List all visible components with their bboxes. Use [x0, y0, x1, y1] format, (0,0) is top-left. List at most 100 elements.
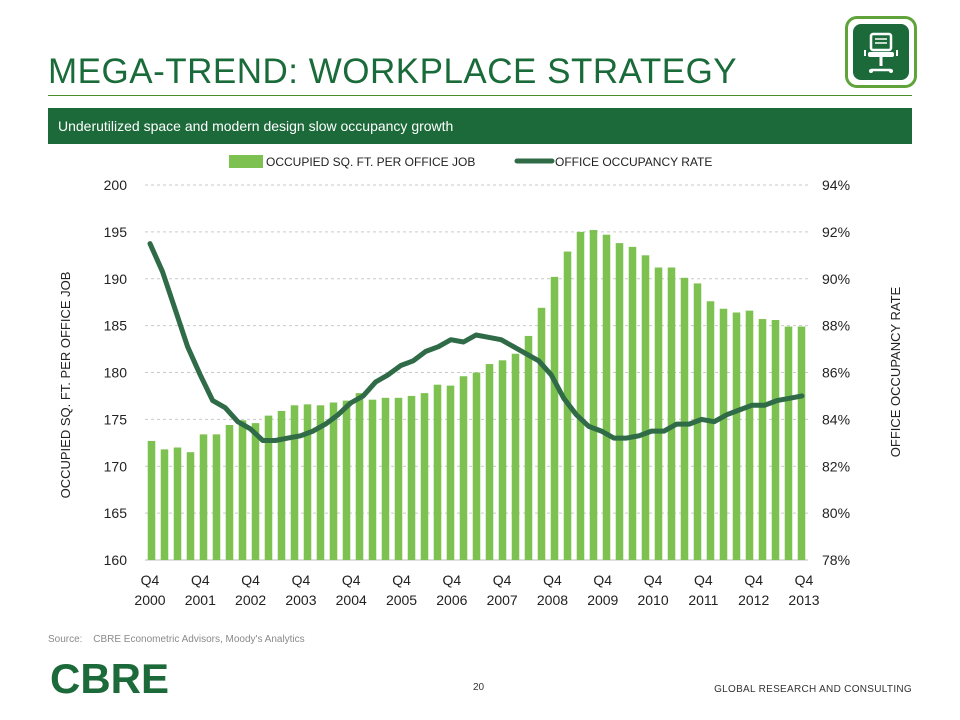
bar — [420, 393, 429, 560]
y2-tick-label: 90% — [822, 271, 850, 287]
y-tick-label: 170 — [104, 458, 128, 474]
bar — [212, 434, 221, 560]
bar — [368, 399, 377, 560]
source-text: CBRE Econometric Advisors, Moody's Analy… — [93, 634, 305, 645]
y2-tick-label: 84% — [822, 411, 850, 427]
bar — [797, 326, 806, 560]
bar — [576, 231, 585, 560]
y2-tick-label: 82% — [822, 458, 850, 474]
bar — [407, 395, 416, 560]
bar — [719, 308, 728, 560]
y2-tick-label: 92% — [822, 224, 850, 240]
x-tick-year: 2008 — [537, 592, 568, 608]
x-tick-year: 2006 — [436, 592, 467, 608]
source-label: Source: — [48, 634, 83, 645]
legend-bar-swatch — [229, 155, 263, 168]
y-tick-label: 195 — [104, 224, 128, 240]
bar — [498, 360, 507, 560]
bar — [316, 405, 325, 560]
bar — [303, 404, 312, 560]
y-tick-label: 175 — [104, 411, 128, 427]
x-tick-quarter: Q4 — [744, 572, 763, 588]
x-tick-year: 2009 — [587, 592, 618, 608]
bar — [251, 423, 260, 560]
x-tick-quarter: Q4 — [141, 572, 160, 588]
y2-tick-label: 80% — [822, 505, 850, 521]
bar — [277, 410, 286, 560]
legend-bar-label: OCCUPIED SQ. FT. PER OFFICE JOB — [266, 155, 475, 169]
bar — [745, 310, 754, 560]
page-number: 20 — [473, 682, 485, 693]
legend-line-label: OFFICE OCCUPANCY RATE — [555, 155, 712, 169]
bar — [589, 230, 598, 560]
x-tick-year: 2010 — [637, 592, 668, 608]
bar — [784, 326, 793, 560]
y2-tick-label: 94% — [822, 177, 850, 193]
x-tick-year: 2012 — [738, 592, 769, 608]
x-tick-quarter: Q4 — [443, 572, 462, 588]
cbre-logo: CBRE — [50, 655, 170, 702]
x-tick-year: 2000 — [134, 592, 165, 608]
x-tick-quarter: Q4 — [392, 572, 411, 588]
x-tick-year: 2004 — [336, 592, 367, 608]
bar — [355, 393, 364, 560]
x-tick-quarter: Q4 — [493, 572, 512, 588]
x-tick-quarter: Q4 — [593, 572, 612, 588]
bar — [472, 372, 481, 560]
page-title: MEGA-TREND: WORKPLACE STRATEGY — [48, 52, 738, 91]
bar — [602, 234, 611, 560]
x-tick-quarter: Q4 — [191, 572, 210, 588]
bar — [680, 277, 689, 560]
y-tick-label: 160 — [104, 552, 128, 568]
bar — [446, 385, 455, 560]
bar — [628, 246, 637, 560]
x-tick-quarter: Q4 — [644, 572, 663, 588]
y-tick-label: 190 — [104, 271, 128, 287]
y-tick-label: 165 — [104, 505, 128, 521]
bar — [186, 452, 195, 560]
subtitle-banner: Underutilized space and modern design sl… — [48, 108, 912, 144]
bar — [173, 447, 182, 560]
bar — [654, 267, 663, 560]
bar — [329, 402, 338, 560]
x-tick-year: 2013 — [788, 592, 819, 608]
bar — [524, 335, 533, 560]
x-tick-quarter: Q4 — [694, 572, 713, 588]
bar — [238, 420, 247, 560]
y-tick-label: 180 — [104, 365, 128, 381]
source-note: Source: CBRE Econometric Advisors, Moody… — [48, 634, 305, 645]
bar — [264, 415, 273, 560]
x-tick-year: 2001 — [185, 592, 216, 608]
x-tick-quarter: Q4 — [795, 572, 814, 588]
y2-tick-label: 88% — [822, 318, 850, 334]
bar — [433, 384, 442, 560]
y2-tick-label: 86% — [822, 365, 850, 381]
bar — [758, 319, 767, 560]
y2-tick-label: 78% — [822, 552, 850, 568]
footer-label: GLOBAL RESEARCH AND CONSULTING — [714, 684, 912, 695]
x-tick-year: 2002 — [235, 592, 266, 608]
x-tick-year: 2007 — [487, 592, 518, 608]
y2-axis-title: OFFICE OCCUPANCY RATE — [888, 286, 903, 457]
bar — [160, 449, 169, 560]
y-tick-label: 185 — [104, 318, 128, 334]
x-tick-quarter: Q4 — [241, 572, 260, 588]
x-tick-quarter: Q4 — [342, 572, 361, 588]
title-divider — [48, 95, 912, 96]
bar — [641, 255, 650, 560]
x-tick-year: 2003 — [285, 592, 316, 608]
bar — [485, 364, 494, 560]
bar — [147, 440, 156, 560]
office-chair-icon — [845, 16, 917, 88]
bar — [381, 397, 390, 560]
bar — [459, 376, 468, 560]
bar — [225, 425, 234, 560]
bar — [550, 276, 559, 560]
x-tick-quarter: Q4 — [292, 572, 311, 588]
bar — [706, 301, 715, 560]
bar — [537, 307, 546, 560]
bar — [615, 243, 624, 560]
bar — [511, 353, 520, 560]
x-tick-year: 2011 — [688, 592, 718, 608]
